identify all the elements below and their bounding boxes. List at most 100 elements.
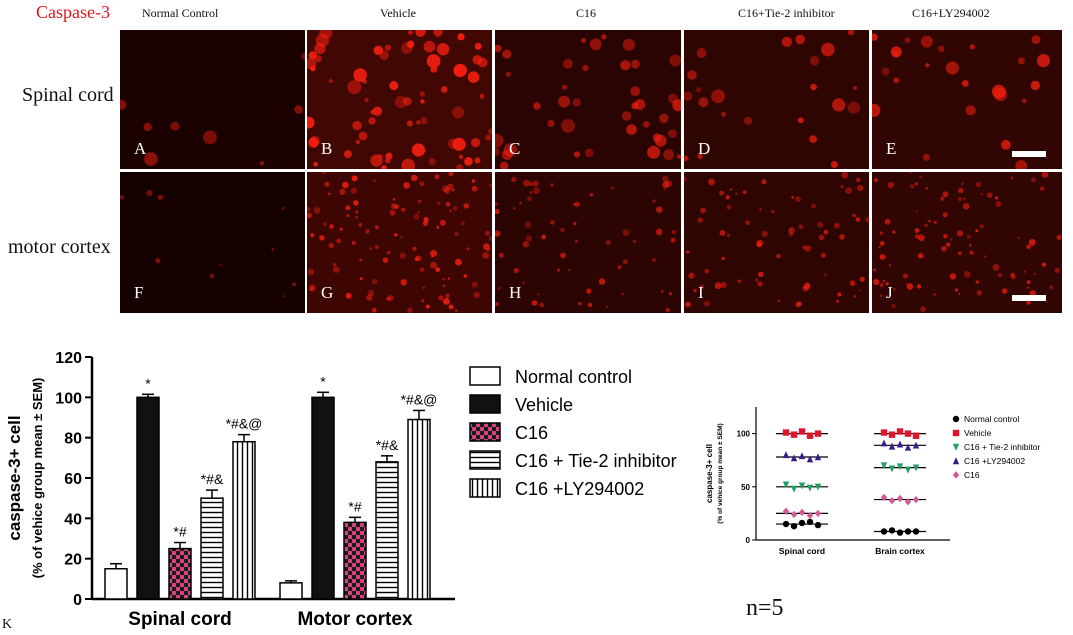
legend-label: Normal control (515, 367, 632, 387)
data-point (814, 430, 822, 437)
significance-label: *# (348, 498, 361, 514)
significance-label: *#&@ (401, 391, 438, 407)
row-label-spinal-cord: Spinal cord (22, 84, 114, 106)
legend-swatch (469, 422, 501, 442)
data-point (814, 521, 822, 529)
data-point (912, 528, 920, 535)
significance-label: *#& (201, 471, 224, 487)
panel-letter: I (698, 283, 704, 302)
data-point (888, 527, 896, 534)
data-point (904, 430, 912, 437)
panel-letter-k: K (2, 617, 13, 632)
micrograph-panel: I (684, 172, 869, 313)
micrograph-panel: G (307, 172, 492, 313)
data-point (896, 428, 904, 435)
x-category-label: Spinal cord (128, 609, 231, 630)
micrograph-panel: H (495, 172, 681, 313)
column-label-normal-control: Normal Control (142, 6, 219, 20)
y-tick-label: 0 (73, 592, 82, 609)
data-point (896, 440, 904, 448)
panel-letter: E (886, 139, 897, 158)
data-point (798, 519, 806, 527)
bar (279, 582, 303, 600)
legend-marker (952, 471, 960, 479)
data-point (896, 463, 904, 471)
bar-chart: 0 20 40 60 80 100 120 caspase-3+ cell (% of vehi… (5, 350, 677, 630)
data-point (814, 509, 822, 518)
x-category-label: Brain cortex (875, 546, 925, 556)
data-point (798, 508, 806, 517)
scale-bar (1012, 151, 1046, 157)
data-point (904, 497, 912, 506)
micrograph-panel: D (684, 30, 869, 169)
data-point (880, 528, 888, 535)
fluorescence-image (495, 172, 681, 313)
micrograph-panel: C (495, 30, 681, 169)
data-point (912, 432, 920, 439)
significance-label: * (145, 375, 151, 391)
legend-label: C16 + Tie-2 inhibitor (515, 451, 677, 471)
x-category-label: Spinal cord (779, 546, 825, 556)
data-point (782, 429, 790, 436)
bar (375, 461, 399, 600)
data-point (798, 452, 806, 460)
data-point (814, 453, 822, 461)
panel-letter: G (321, 283, 334, 302)
legend-swatch (469, 450, 501, 470)
data-point (880, 493, 888, 502)
legend-label: C16 +LY294002 (515, 479, 644, 499)
data-point (798, 482, 806, 490)
fluorescence-image (684, 172, 869, 313)
data-point (912, 464, 920, 472)
y-tick-label: 80 (64, 431, 82, 448)
data-point (888, 496, 896, 505)
y-tick-label: 60 (64, 471, 82, 488)
legend-marker (952, 457, 960, 465)
y-tick-label: 0 (746, 536, 751, 545)
significance-label: *#&@ (226, 416, 263, 432)
fluorescence-image (495, 30, 681, 169)
data-point (880, 462, 888, 470)
x-category-label: Motor cortex (297, 609, 413, 630)
legend-label: Vehicle (515, 395, 573, 415)
bar (104, 568, 128, 600)
y-tick-label: 40 (64, 511, 82, 528)
legend-label: C16 + Tie-2 inhibitor (964, 442, 1040, 452)
data-point (888, 465, 896, 473)
legend-marker (952, 429, 960, 437)
fluorescence-image (684, 30, 869, 169)
data-point (790, 485, 798, 493)
fluorescence-image (120, 30, 305, 169)
significance-label: *#& (376, 437, 399, 453)
data-point (782, 520, 790, 528)
y-axis-subtitle: (% of vehice group mean ± SEM) (30, 378, 45, 579)
data-point (896, 529, 904, 536)
data-point (806, 455, 814, 463)
data-point (806, 518, 814, 526)
data-point (888, 442, 896, 450)
micrograph-panel: A (120, 30, 305, 169)
sample-size-label: n=5 (746, 595, 784, 621)
y-axis-title: caspase-3+ cell (705, 444, 714, 503)
legend-label: C16 (515, 423, 548, 443)
data-point (814, 483, 822, 491)
data-point (912, 441, 920, 449)
data-point (880, 429, 888, 436)
data-point (790, 510, 798, 519)
y-axis-subtitle: (% of vehice group mean ± SEM) (717, 423, 724, 523)
panel-letter: H (509, 283, 522, 302)
data-point (798, 428, 806, 435)
figure-title: Caspase-3 (36, 2, 110, 22)
legend-label: Vehicle (964, 428, 992, 438)
bar (311, 396, 335, 600)
column-label-c16-ly294002: C16+LY294002 (912, 6, 990, 20)
data-point (782, 481, 790, 489)
fluorescence-image (307, 172, 492, 313)
fluorescence-image (307, 30, 492, 169)
column-label-c16-tie2: C16+Tie-2 inhibitor (738, 6, 835, 20)
micrograph-panel: E (872, 30, 1062, 169)
y-tick-label: 100 (55, 390, 82, 407)
bar (343, 521, 367, 600)
legend-label: Normal control (964, 414, 1019, 424)
y-tick-label: 120 (55, 350, 82, 367)
